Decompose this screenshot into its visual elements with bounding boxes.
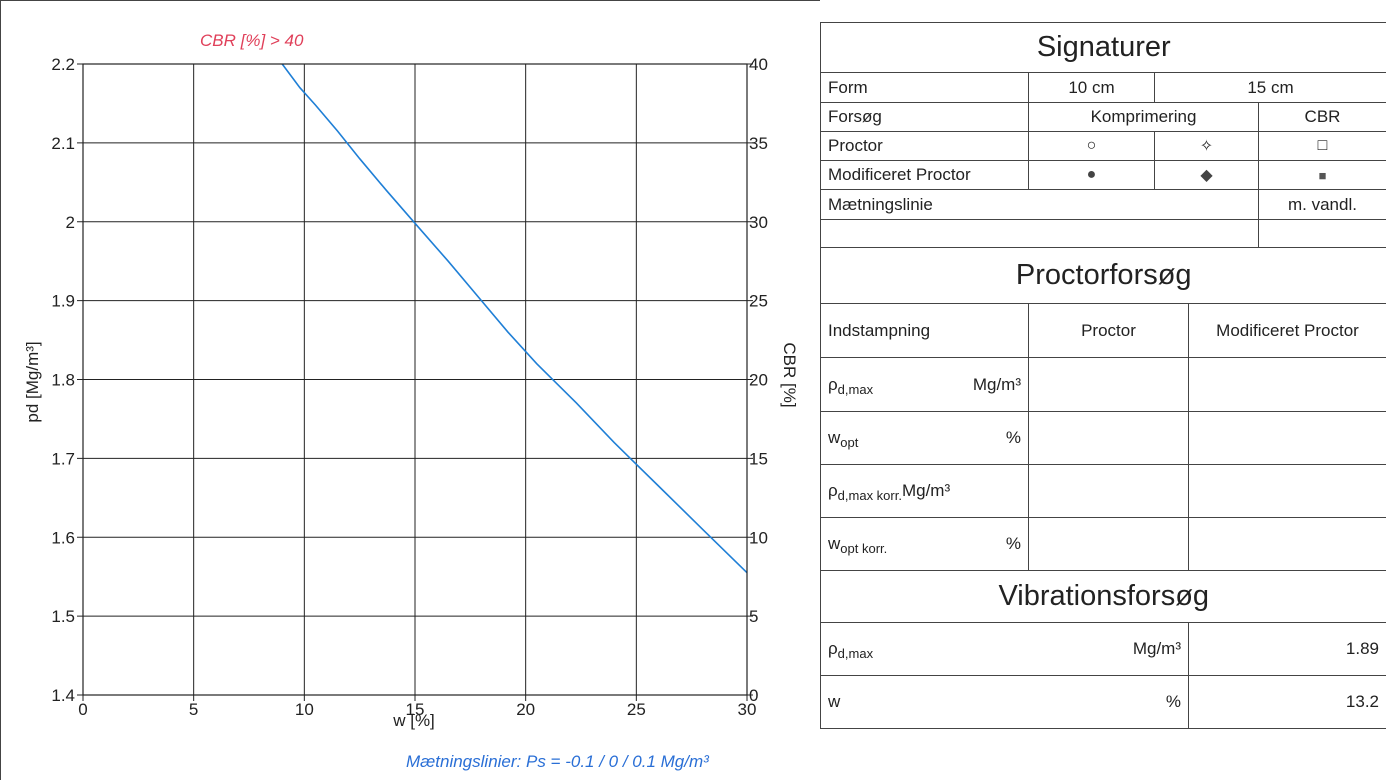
y2-tick-label: 10 xyxy=(749,528,768,547)
proctor-header: Proctor xyxy=(1028,303,1189,358)
y2-tick-label: 0 xyxy=(749,686,758,705)
x-tick-label: 25 xyxy=(627,700,646,719)
y2-axis-label: CBR [%] xyxy=(780,342,799,407)
y-tick-label: 1.5 xyxy=(51,607,75,626)
y-axis-label: pd [Mg/m³] xyxy=(23,341,42,422)
rho-dmax-label: ρd,max Mg/m³ xyxy=(820,357,1029,412)
signaturer-title: Signaturer xyxy=(820,22,1386,73)
indstampning-header: Indstampning xyxy=(820,303,1029,358)
vib-w-label: w% xyxy=(820,675,1189,729)
rho-dmax-proctor-value xyxy=(1028,357,1189,412)
w-opt-mod-value xyxy=(1188,411,1386,465)
y-tick-label: 1.6 xyxy=(51,528,75,547)
y2-tick-label: 35 xyxy=(749,134,768,153)
cbr-label: CBR xyxy=(1258,102,1386,132)
proctor-circle-icon: ○ xyxy=(1028,131,1155,161)
x-tick-label: 15 xyxy=(406,700,425,719)
x-tick-label: 30 xyxy=(738,700,757,719)
proctor-star-icon: ✧ xyxy=(1154,131,1259,161)
empty-cell xyxy=(820,219,1259,248)
proctor-square-icon: □ xyxy=(1258,131,1386,161)
mod-proctor-filled-square-icon: ■ xyxy=(1258,160,1386,190)
proctor-chart: 0 5 10 15 20 25 30 1.4 1.5 1.6 1.7 1.8 1.9 2 2.1 2.2 0 5 1… xyxy=(0,0,820,780)
rho-dmax-korr-proctor-value xyxy=(1028,464,1189,518)
y-tick-label: 1.9 xyxy=(51,292,75,311)
y-tick-label: 1.4 xyxy=(51,686,75,705)
y2-tick-label: 20 xyxy=(749,371,768,390)
chart-annotation-cbr: CBR [%] > 40 xyxy=(200,31,304,50)
rho-dmax-korr-label: ρd,max korr.Mg/m³ xyxy=(820,464,1029,518)
rho-dmax-mod-value xyxy=(1188,357,1386,412)
mod-proctor-diamond-icon: ◆ xyxy=(1154,160,1259,190)
y2-tick-label: 40 xyxy=(749,55,768,74)
modificeret-header: Modificeret Proctor xyxy=(1188,303,1386,358)
vibrationsforsog-table: Vibrationsforsøg ρd,max Mg/m³ 1.89 w% 13.… xyxy=(820,570,1386,729)
x-tick-label: 20 xyxy=(516,700,535,719)
w-opt-label: wopt% xyxy=(820,411,1029,465)
y2-tick-label: 25 xyxy=(749,292,768,311)
data-tables: Signaturer Form 10 cm 15 cm Forsøg Kompr… xyxy=(820,22,1386,729)
proctorforsog-title: Proctorforsøg xyxy=(820,247,1386,304)
chart-grid xyxy=(82,63,748,696)
form-10cm: 10 cm xyxy=(1028,72,1155,103)
proctor-label: Proctor xyxy=(820,131,1029,161)
maetningslinie-label: Mætningslinie xyxy=(820,189,1259,220)
forsog-label: Forsøg xyxy=(820,102,1029,132)
vib-rho-dmax-value: 1.89 xyxy=(1188,622,1386,676)
empty-cell xyxy=(1258,219,1386,248)
proctorforsog-table: Proctorforsøg Indstampning Proctor Modif… xyxy=(820,247,1386,571)
x-tick-label: 5 xyxy=(189,700,198,719)
vandl-label: m. vandl. xyxy=(1258,189,1386,220)
vib-rho-dmax-label: ρd,max Mg/m³ xyxy=(820,622,1189,676)
chart-series-line xyxy=(281,63,748,574)
y-tick-label: 1.8 xyxy=(51,371,75,390)
y-tick-label: 2.1 xyxy=(51,134,75,153)
form-label: Form xyxy=(820,72,1029,103)
x-tick-label: 0 xyxy=(78,700,87,719)
vibrationsforsog-title: Vibrationsforsøg xyxy=(820,570,1386,623)
y-tick-label: 1.7 xyxy=(51,449,75,468)
komprimering-label: Komprimering xyxy=(1028,102,1259,132)
signaturer-table: Signaturer Form 10 cm 15 cm Forsøg Kompr… xyxy=(820,22,1386,248)
saturation-lines-note: Mætningslinier: Ps = -0.1 / 0 / 0.1 Mg/m… xyxy=(406,752,710,771)
y-tick-label: 2.2 xyxy=(51,55,75,74)
w-opt-proctor-value xyxy=(1028,411,1189,465)
plot-area-border xyxy=(82,63,748,696)
rho-dmax-korr-mod-value xyxy=(1188,464,1386,518)
w-opt-korr-mod-value xyxy=(1188,517,1386,571)
x-axis-label: w [%] xyxy=(392,711,435,730)
mod-proctor-label: Modificeret Proctor xyxy=(820,160,1029,190)
form-15cm: 15 cm xyxy=(1154,72,1386,103)
y-tick-label: 2 xyxy=(66,213,75,232)
w-opt-korr-label: wopt korr.% xyxy=(820,517,1029,571)
chart-ticks: 0 5 10 15 20 25 30 1.4 1.5 1.6 1.7 1.8 1.9 2 2.1 2.2 0 5 1… xyxy=(51,55,768,719)
y2-tick-label: 15 xyxy=(749,449,768,468)
mod-proctor-dot-icon: ● xyxy=(1028,160,1155,190)
vib-w-value: 13.2 xyxy=(1188,675,1386,729)
w-opt-korr-proctor-value xyxy=(1028,517,1189,571)
y2-tick-label: 30 xyxy=(749,213,768,232)
x-tick-label: 10 xyxy=(295,700,314,719)
y2-tick-label: 5 xyxy=(749,607,758,626)
